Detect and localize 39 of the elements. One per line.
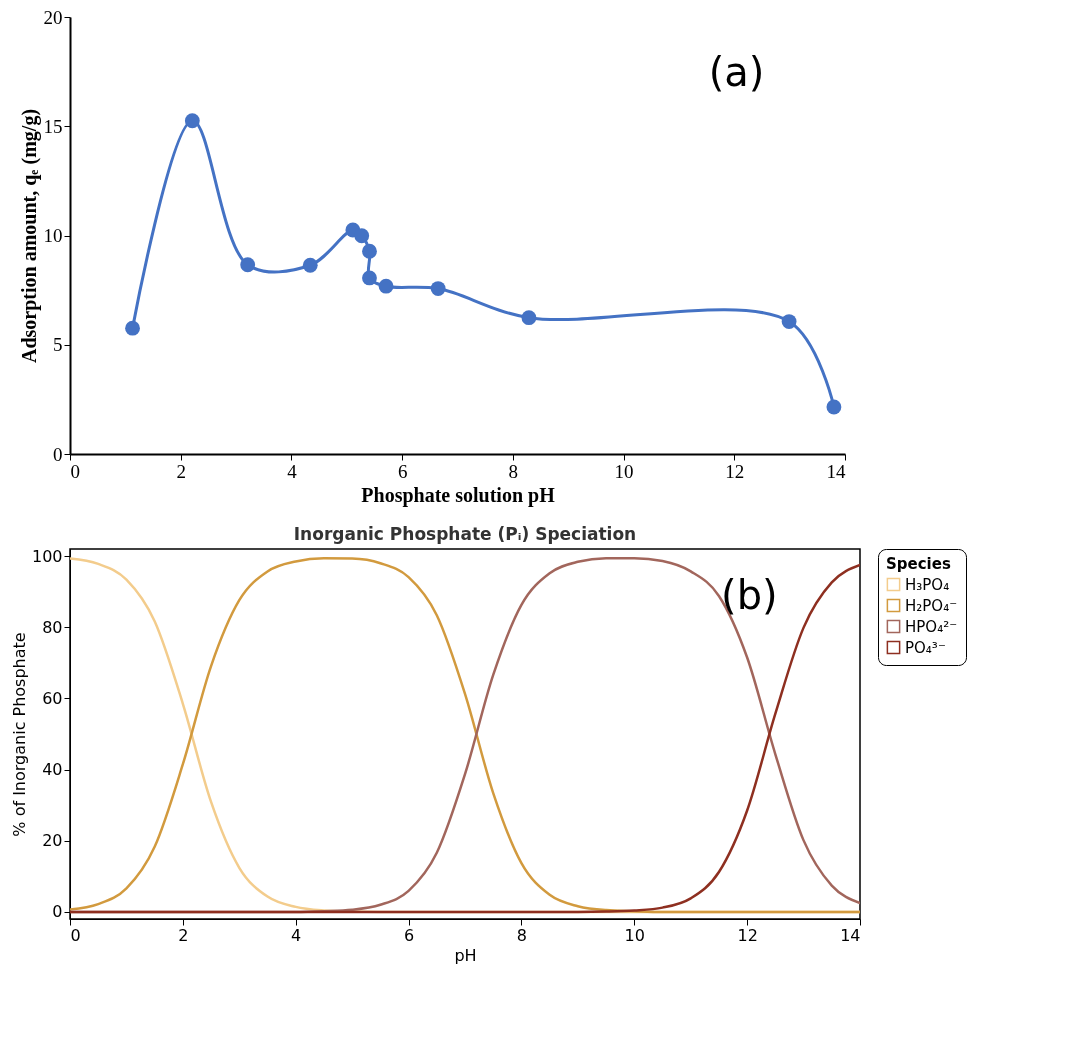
y-axis-title: % of Inorganic Phosphate (9, 632, 29, 837)
x-tick-label: 6 (403, 925, 415, 945)
x-tick-label: 0 (70, 925, 81, 945)
y-axis-title: Adsorption amount, qₑ (mg/g) (17, 108, 41, 364)
annotation: (b) (721, 572, 778, 619)
y-tick-label: 0 (53, 443, 63, 465)
x-tick-label: 4 (291, 925, 302, 945)
legend-label: H₂PO₄⁻ (905, 596, 958, 615)
x-tick-label: 4 (287, 460, 298, 482)
y-tick-label: 20 (43, 6, 63, 28)
x-tick-label: 8 (508, 460, 519, 482)
y-tick-label: 60 (42, 688, 63, 708)
x-tick-label: 14 (826, 460, 846, 482)
y-tick-label: 40 (42, 760, 63, 780)
y-tick-label: 15 (43, 115, 63, 137)
x-tick-label: 12 (725, 460, 745, 482)
y-tick-label: 0 (52, 902, 63, 922)
x-tick-label: 10 (614, 460, 634, 482)
legend-label: PO₄³⁻ (905, 638, 946, 657)
x-tick-label: 2 (178, 925, 189, 945)
y-tick-label: 10 (43, 225, 63, 246)
x-tick-label: 10 (624, 925, 645, 945)
x-tick-label: 8 (516, 925, 528, 945)
x-tick-label: 6 (397, 460, 408, 482)
legend-title: Species (886, 555, 951, 573)
y-tick-label: 20 (42, 831, 63, 851)
y-tick-label: 5 (53, 334, 63, 356)
x-tick-label: 14 (840, 925, 861, 945)
x-tick-label: 0 (70, 460, 80, 482)
x-axis-title: pH (454, 945, 477, 965)
y-tick-label: 80 (42, 617, 63, 637)
chart-title: Inorganic Phosphate (Pᵢ) Speciation (293, 524, 637, 545)
y-tick-label: 100 (31, 546, 63, 566)
legend-label: HPO₄²⁻ (905, 617, 958, 636)
legend-label: H₃PO₄ (905, 575, 950, 594)
annotation: (a) (708, 48, 765, 95)
x-tick-label: 12 (737, 925, 758, 945)
x-axis-title: Phosphate solution pH (361, 483, 556, 507)
x-tick-label: 2 (176, 460, 186, 482)
